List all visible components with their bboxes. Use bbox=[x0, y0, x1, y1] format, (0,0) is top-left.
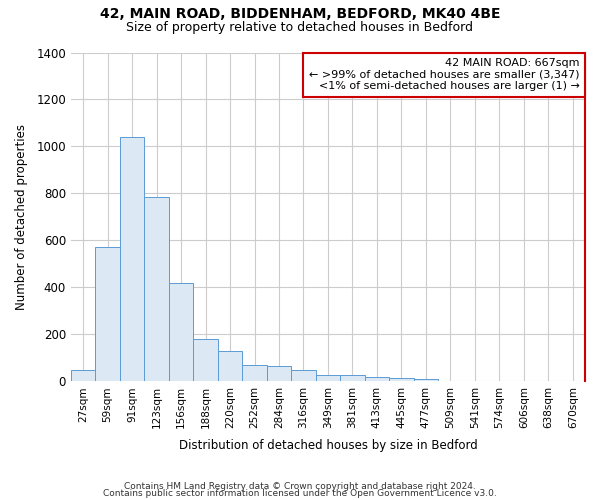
Bar bbox=[291, 370, 316, 382]
Bar bbox=[267, 366, 291, 382]
Bar bbox=[316, 375, 340, 382]
Bar bbox=[389, 378, 413, 382]
Bar bbox=[71, 370, 95, 382]
X-axis label: Distribution of detached houses by size in Bedford: Distribution of detached houses by size … bbox=[179, 440, 478, 452]
Bar bbox=[242, 365, 267, 382]
Bar bbox=[413, 379, 438, 382]
Text: 42 MAIN ROAD: 667sqm
← >99% of detached houses are smaller (3,347)
<1% of semi-d: 42 MAIN ROAD: 667sqm ← >99% of detached … bbox=[309, 58, 580, 92]
Bar bbox=[340, 375, 365, 382]
Y-axis label: Number of detached properties: Number of detached properties bbox=[15, 124, 28, 310]
Text: Size of property relative to detached houses in Bedford: Size of property relative to detached ho… bbox=[127, 21, 473, 34]
Text: Contains public sector information licensed under the Open Government Licence v3: Contains public sector information licen… bbox=[103, 490, 497, 498]
Text: 42, MAIN ROAD, BIDDENHAM, BEDFORD, MK40 4BE: 42, MAIN ROAD, BIDDENHAM, BEDFORD, MK40 … bbox=[100, 8, 500, 22]
Bar bbox=[169, 282, 193, 382]
Bar bbox=[218, 351, 242, 382]
Bar bbox=[95, 248, 120, 382]
Text: Contains HM Land Registry data © Crown copyright and database right 2024.: Contains HM Land Registry data © Crown c… bbox=[124, 482, 476, 491]
Bar bbox=[145, 197, 169, 382]
Bar bbox=[193, 339, 218, 382]
Bar bbox=[120, 137, 145, 382]
Bar bbox=[365, 376, 389, 382]
